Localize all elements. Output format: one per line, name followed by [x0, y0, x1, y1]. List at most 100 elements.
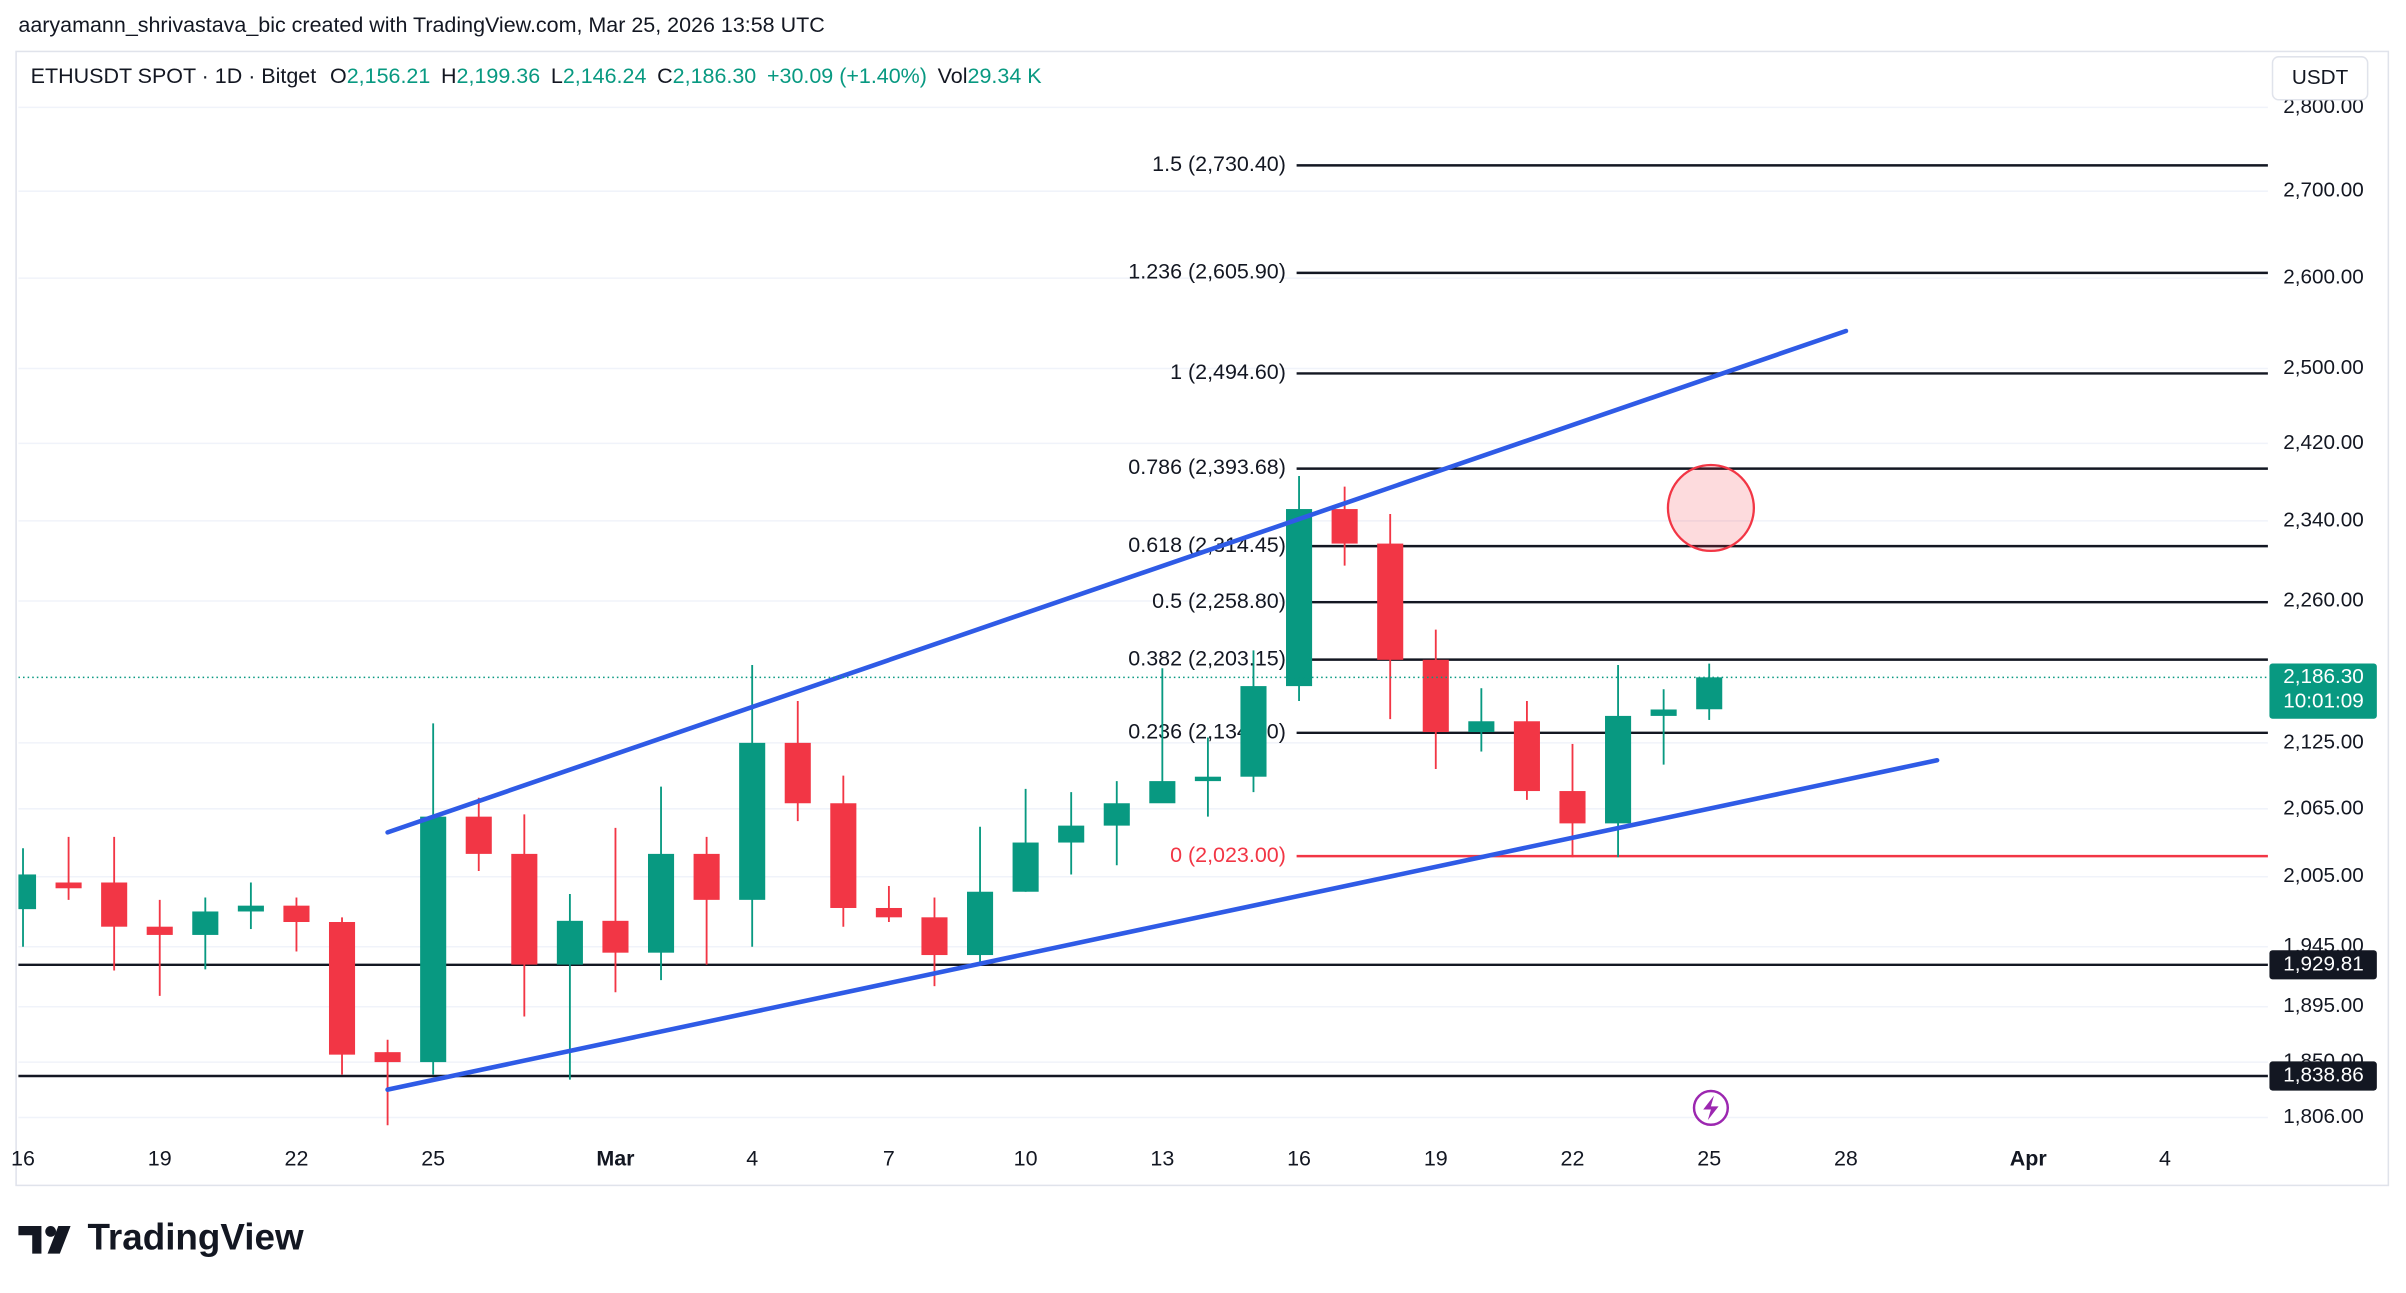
y-tick-label: 2,600.00	[2283, 266, 2364, 289]
y-tick-label: 2,800.00	[2283, 95, 2364, 118]
logo-text[interactable]: TradingView	[87, 1217, 304, 1258]
fibonacci: 1.5 (2,730.40) 1.236 (2,605.90) 1 (2,494.6…	[18, 152, 2268, 1078]
trend-line	[385, 757, 1940, 1092]
candle-body	[1286, 509, 1313, 687]
chart-frame	[15, 50, 2390, 1187]
candle-body	[328, 922, 356, 1055]
ohlc-key: O	[330, 63, 347, 87]
candle-body	[967, 891, 994, 956]
fib-label: 0.5 (2,258.80)	[1152, 589, 1286, 613]
y-tick-label: 2,125.00	[2283, 730, 2364, 753]
candle-body	[1331, 509, 1358, 544]
x-tick-label: 19	[1424, 1147, 1448, 1171]
fib-label: 1.5 (2,730.40)	[1152, 152, 1286, 176]
x-tick-label: 16	[11, 1147, 35, 1171]
ohlc-key: H	[441, 63, 457, 87]
candle-body	[556, 920, 583, 965]
x-tick-label: 16	[1287, 1147, 1311, 1171]
change: +30.09 (+1.40%)	[767, 63, 927, 87]
highlight-circle	[1666, 463, 1756, 553]
y-tick-label: 2,260.00	[2283, 588, 2364, 611]
y-tick-label: 2,065.00	[2283, 796, 2364, 819]
y-tick-label: 2,420.00	[2283, 431, 2364, 454]
lightning[interactable]	[1703, 1095, 1719, 1121]
logo-slash[interactable]	[47, 1226, 71, 1254]
candle-body	[1377, 543, 1404, 660]
price-tag	[2269, 1061, 2377, 1091]
axes: 1,806.001,850.001,895.001,945.002,005.00…	[11, 95, 2377, 1171]
candle-body	[1513, 721, 1540, 792]
fib-label: 1 (2,494.60)	[1170, 360, 1286, 384]
symbol: ETHUSDT SPOT · 1D · Bitget	[31, 63, 317, 87]
candle-body	[739, 742, 766, 900]
fib-label: 1.236 (2,605.90)	[1128, 260, 1286, 284]
candle-body	[101, 882, 128, 927]
candle-body	[1696, 677, 1723, 710]
fib-label: 0.382 (2,203.15)	[1128, 646, 1286, 670]
candle-body	[1012, 842, 1039, 892]
candle-body	[1058, 825, 1085, 843]
x-tick-label: 22	[285, 1147, 309, 1171]
candle-body	[1605, 715, 1632, 824]
x-tick-label: 25	[421, 1147, 445, 1171]
candles	[18, 475, 1723, 1126]
last-price-tag	[2269, 663, 2377, 719]
logo[interactable]: TradingView	[18, 1217, 304, 1258]
candle-body	[420, 816, 447, 1063]
logo-dot[interactable]	[45, 1226, 57, 1237]
event-icon[interactable]	[1692, 1089, 1730, 1127]
x-tick-label: 28	[1834, 1147, 1858, 1171]
ohlc-key: C	[657, 63, 673, 87]
y-tick-label: 2,340.00	[2283, 508, 2364, 531]
trend-line	[385, 328, 1849, 835]
fib-label: 0.786 (2,393.68)	[1128, 455, 1286, 479]
candle-body	[146, 926, 173, 935]
x-tick-label: 4	[746, 1147, 758, 1171]
currency-button[interactable]: USDT	[2271, 56, 2369, 101]
candle-body	[1149, 781, 1176, 804]
price-tag-label: 1,838.86	[2283, 1063, 2364, 1086]
candle-body	[465, 816, 492, 854]
candle-body	[192, 911, 219, 935]
candle-body	[784, 742, 811, 804]
candle-body	[693, 853, 720, 900]
candle-body	[1422, 659, 1449, 733]
x-tick-label: 22	[1561, 1147, 1585, 1171]
candle-body	[875, 907, 902, 918]
grid	[18, 106, 2268, 1119]
ohlc-value: 2,156.21	[347, 63, 431, 87]
ohlc-value: 2,186.30	[673, 63, 757, 87]
price-tag	[2269, 950, 2377, 980]
x-tick-label: Apr	[2010, 1147, 2048, 1171]
candle-body	[602, 920, 629, 953]
countdown: 10:01:09	[2283, 689, 2364, 712]
ohlc-value: 2,146.24	[563, 63, 647, 87]
x-tick-label: 25	[1697, 1147, 1721, 1171]
currency-button-box[interactable]	[2271, 56, 2369, 101]
fib-label: 0.618 (2,314.45)	[1128, 533, 1286, 557]
candle-body	[55, 882, 82, 889]
candle-body	[511, 853, 538, 965]
candle-body	[18, 874, 37, 910]
candle-body	[374, 1052, 401, 1063]
candle-body	[1468, 721, 1495, 733]
candle-body	[1240, 686, 1267, 777]
candle-body	[830, 803, 857, 908]
candle-body	[1103, 803, 1130, 826]
x-tick-label: 10	[1014, 1147, 1038, 1171]
y-tick-label: 1,806.00	[2283, 1105, 2364, 1128]
logo-mark[interactable]	[18, 1226, 42, 1254]
y-tick-label: 2,005.00	[2283, 864, 2364, 887]
price-tag-label: 1,929.81	[2283, 952, 2364, 975]
candle-body	[1650, 709, 1677, 716]
currency-label[interactable]: USDT	[2292, 66, 2349, 89]
y-tick-label: 2,700.00	[2283, 179, 2364, 202]
candle-body	[237, 905, 264, 912]
y-tick-label: 1,895.00	[2283, 994, 2364, 1017]
x-tick-label: 4	[2159, 1147, 2171, 1171]
attribution: aaryamann_shrivastava_bic created with T…	[18, 13, 824, 37]
x-tick-label: 7	[883, 1147, 895, 1171]
